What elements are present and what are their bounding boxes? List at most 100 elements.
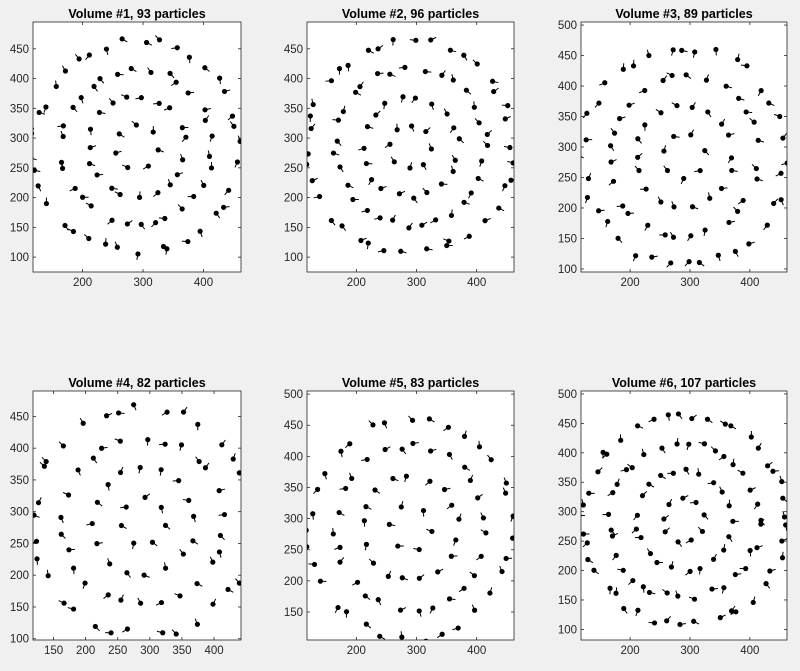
particle-point xyxy=(778,170,784,176)
particle-point xyxy=(387,71,393,77)
y-tick-label: 350 xyxy=(10,475,29,487)
particle-point xyxy=(763,581,769,587)
y-tick-label: 400 xyxy=(558,81,577,93)
particle-point xyxy=(689,415,695,422)
particle-point xyxy=(370,560,377,566)
particle-point xyxy=(248,557,253,562)
particle-point xyxy=(217,75,223,81)
particle-point xyxy=(754,176,760,182)
subplot-title: Volume #1, 93 particles xyxy=(68,7,205,21)
particle-point xyxy=(453,537,459,543)
particle-point xyxy=(33,167,37,173)
particle-point xyxy=(456,516,462,522)
particle-point xyxy=(668,564,675,570)
particle-point xyxy=(61,600,67,606)
particle-point xyxy=(696,471,702,477)
particle-point xyxy=(408,123,415,129)
particle-point xyxy=(475,175,481,182)
particle-point xyxy=(155,190,161,196)
particle-point xyxy=(743,109,749,115)
axes-box xyxy=(580,390,788,641)
particle-point xyxy=(53,83,59,90)
particle-point xyxy=(581,513,582,518)
particle-point xyxy=(722,421,728,427)
particle-point xyxy=(429,528,435,535)
particle-point xyxy=(185,90,191,96)
particle-point xyxy=(391,159,397,165)
particle-point xyxy=(426,416,432,422)
particle-point xyxy=(777,113,783,120)
particle-point xyxy=(382,100,388,106)
particle-point xyxy=(439,631,445,637)
particle-point xyxy=(88,203,94,209)
particle-point xyxy=(770,468,776,474)
particle-point xyxy=(105,592,111,598)
particle-point xyxy=(642,122,648,128)
particle-point xyxy=(721,453,727,460)
particle-point xyxy=(479,158,485,164)
x-tick-label: 200 xyxy=(347,277,366,289)
particle-point xyxy=(191,513,197,519)
particle-point xyxy=(58,159,65,165)
particle-vector xyxy=(307,164,308,166)
particle-point xyxy=(43,458,49,465)
particle-point xyxy=(86,235,92,242)
particle-point xyxy=(375,597,381,603)
particle-point xyxy=(471,104,477,110)
particle-point xyxy=(427,448,434,454)
particle-point xyxy=(449,502,455,508)
particle-point xyxy=(60,133,66,140)
y-tick-label: 450 xyxy=(558,418,577,430)
particle-point xyxy=(755,445,761,451)
y-tick-label: 100 xyxy=(10,634,29,646)
particle-point xyxy=(349,475,355,482)
particle-point xyxy=(173,631,179,637)
particle-point xyxy=(693,499,699,506)
y-tick-label: 250 xyxy=(10,163,29,175)
y-tick-label: 400 xyxy=(10,443,29,455)
particle-point xyxy=(87,144,93,151)
particle-point xyxy=(675,539,681,545)
particle-point xyxy=(145,437,151,443)
particle-point xyxy=(610,178,617,184)
particle-point xyxy=(124,626,131,632)
particle-point xyxy=(478,553,484,559)
particle-point xyxy=(365,47,372,53)
particle-point xyxy=(615,235,621,241)
particle-point xyxy=(335,117,342,123)
particle-point xyxy=(681,175,687,182)
particle-vector xyxy=(33,158,37,161)
particle-point xyxy=(779,555,786,561)
particle-point xyxy=(358,237,364,244)
particle-point xyxy=(755,501,761,507)
particle-point xyxy=(158,599,165,606)
y-tick-label: 250 xyxy=(284,163,303,175)
particle-point xyxy=(336,509,342,516)
particle-point xyxy=(174,172,180,178)
particle-point xyxy=(422,68,428,75)
particle-point xyxy=(70,104,76,110)
particle-point xyxy=(732,248,738,254)
particle-layer xyxy=(307,415,514,640)
particle-point xyxy=(444,111,450,117)
particle-point xyxy=(710,556,717,562)
particle-point xyxy=(162,215,168,222)
particle-point xyxy=(780,495,786,501)
particle-point xyxy=(758,87,764,94)
particle-point xyxy=(183,134,189,140)
particle-point xyxy=(661,148,667,154)
particle-point xyxy=(76,56,82,62)
particle-point xyxy=(692,49,698,55)
particle-point xyxy=(364,456,370,463)
particle-point xyxy=(399,634,405,640)
particle-point xyxy=(186,497,192,503)
particle-point xyxy=(381,420,388,426)
particle-point xyxy=(736,95,742,101)
particle-point xyxy=(781,514,787,520)
particle-point xyxy=(645,222,651,228)
particle-point xyxy=(733,609,739,615)
particle-point xyxy=(179,125,185,131)
particle-point xyxy=(45,573,51,579)
particle-point xyxy=(600,449,606,455)
particle-point xyxy=(691,618,697,624)
